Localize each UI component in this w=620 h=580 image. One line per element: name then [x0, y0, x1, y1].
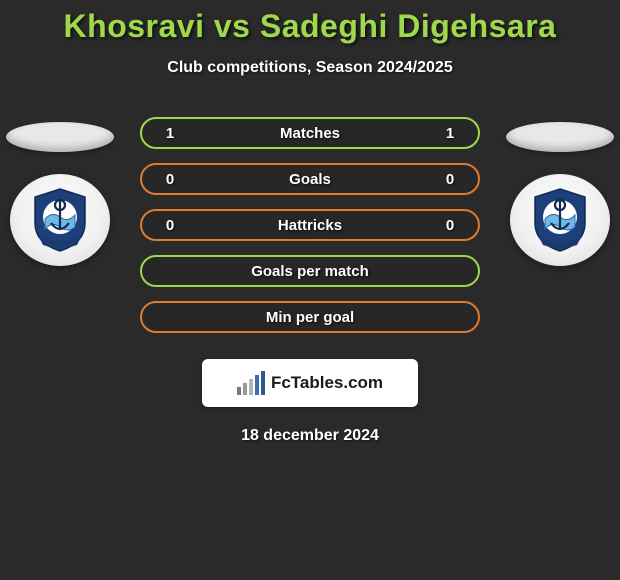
stat-label: Min per goal — [182, 309, 438, 326]
stat-row-matches: 1 Matches 1 — [140, 117, 480, 149]
stat-left-value: 1 — [158, 125, 182, 142]
player-indicator-left — [6, 122, 114, 152]
stat-row-hattricks: 0 Hattricks 0 — [140, 209, 480, 241]
stat-row-goals: 0 Goals 0 — [140, 163, 480, 195]
footer-logo[interactable]: FcTables.com — [202, 359, 418, 407]
stat-row-min-per-goal: Min per goal — [140, 301, 480, 333]
stat-left-value: 0 — [158, 217, 182, 234]
page-title: Khosravi vs Sadeghi Digehsara — [0, 8, 620, 45]
stat-right-value: 0 — [438, 217, 462, 234]
bar-chart-icon — [237, 371, 265, 395]
crest-icon — [525, 185, 595, 255]
date-text: 18 december 2024 — [0, 427, 620, 445]
stat-label: Matches — [182, 125, 438, 142]
comparison-card: Khosravi vs Sadeghi Digehsara Club compe… — [0, 0, 620, 445]
club-crest-left — [10, 174, 110, 266]
stat-label: Goals per match — [182, 263, 438, 280]
footer-logo-text: FcTables.com — [271, 373, 383, 393]
subtitle: Club competitions, Season 2024/2025 — [0, 59, 620, 77]
stat-label: Hattricks — [182, 217, 438, 234]
stat-left-value: 0 — [158, 171, 182, 188]
crest-icon — [25, 185, 95, 255]
stat-right-value: 0 — [438, 171, 462, 188]
stat-row-goals-per-match: Goals per match — [140, 255, 480, 287]
club-crest-right — [510, 174, 610, 266]
stat-right-value: 1 — [438, 125, 462, 142]
stat-label: Goals — [182, 171, 438, 188]
player-indicator-right — [506, 122, 614, 152]
